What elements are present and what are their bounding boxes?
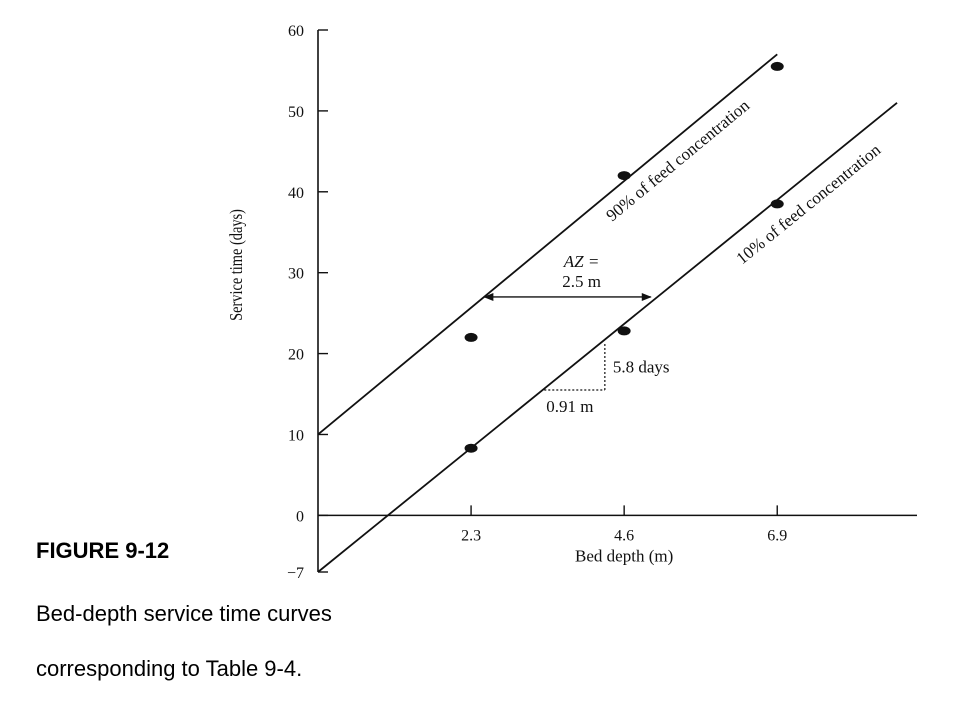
x-tick-label: 6.9 [767, 527, 787, 544]
series-line-90pct [317, 53, 778, 436]
y-axis-title: Service time (days) [225, 209, 246, 321]
series-line-10pct [317, 102, 898, 573]
data-point [464, 332, 478, 342]
slope-run-label: 0.91 m [546, 397, 593, 416]
y-tick-label: 10 [288, 427, 304, 444]
x-tick-label: 2.3 [461, 527, 481, 544]
data-points [464, 61, 784, 453]
annotations: AZ =2.5 m 5.8 days 0.91 m [483, 252, 670, 416]
chart-labels: −7 0 10 20 30 40 50 60 2.3 4.6 6.9 Bed depth (m) Ser… [225, 23, 884, 582]
axes [317, 29, 917, 573]
x-axis-title: Bed depth (m) [575, 546, 673, 565]
figure-caption-line-2: corresponding to Table 9-4. [36, 656, 303, 681]
slope-rise-label: 5.8 days [613, 358, 670, 377]
y-tick-label: 60 [288, 23, 304, 40]
az-label-line-1: AZ = [563, 252, 600, 271]
series-label: 90% of feed concentration [602, 95, 753, 225]
figure-caption-line-1: Bed-depth service time curves [36, 601, 332, 626]
y-tick-label: 50 [288, 104, 304, 121]
y-tick-label: 0 [296, 508, 304, 525]
y-tick-label: 40 [288, 185, 304, 202]
data-point [617, 171, 631, 181]
y-tick-label: −7 [287, 565, 304, 582]
x-tick-label: 4.6 [614, 527, 634, 544]
data-point [617, 326, 631, 336]
figure-title: FIGURE 9-12 [36, 538, 170, 563]
series-label: 10% of feed concentration [733, 140, 885, 268]
az-label-line-2: 2.5 m [562, 272, 601, 291]
data-point [770, 61, 784, 71]
y-tick-label: 30 [288, 266, 304, 283]
series-lines [317, 53, 898, 573]
y-tick-label: 20 [288, 347, 304, 364]
data-point [464, 443, 478, 453]
data-point [770, 199, 784, 209]
